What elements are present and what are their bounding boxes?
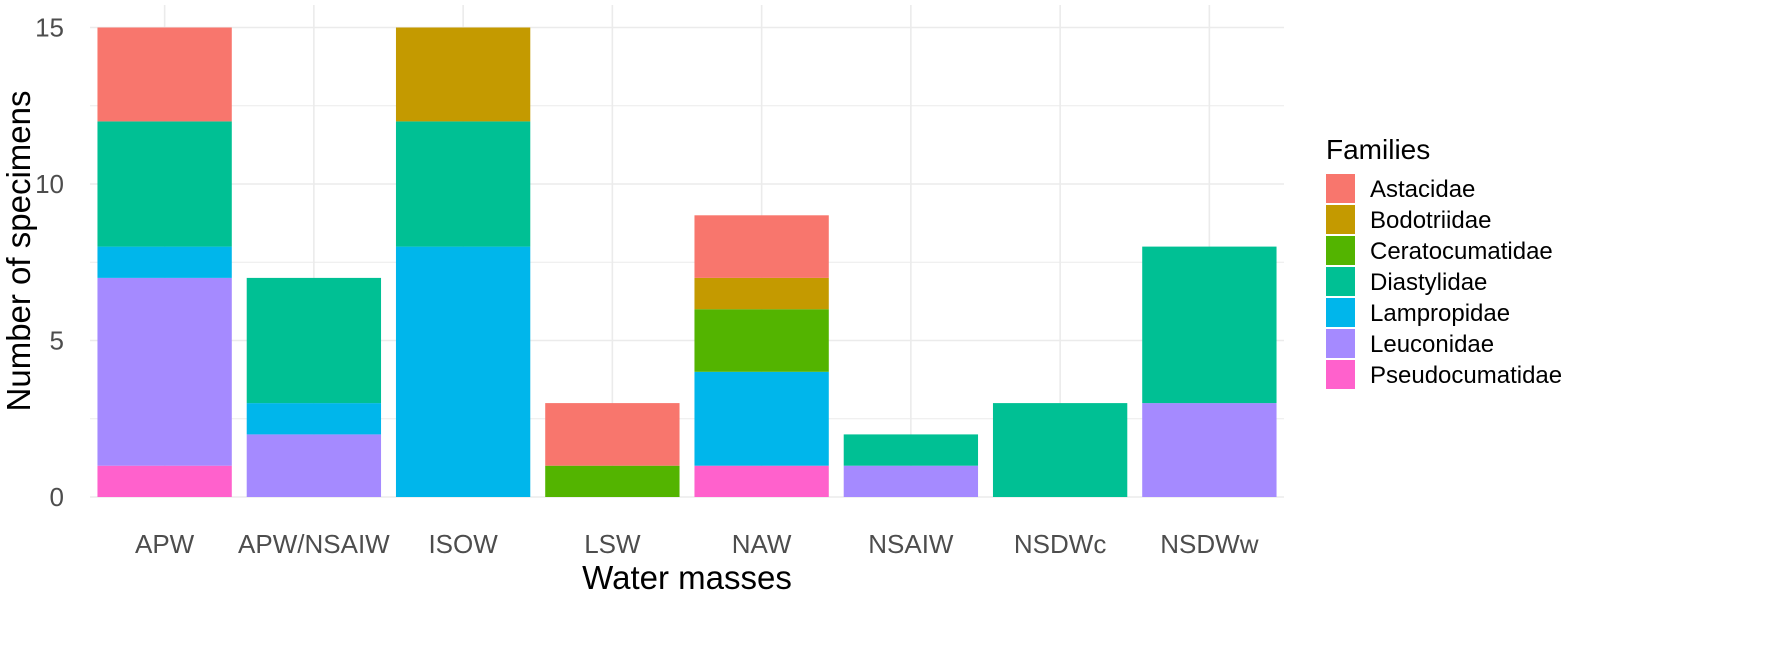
bar-segment-ceratocumatidae-naw xyxy=(694,309,829,372)
bar-segment-diastylidae-isow xyxy=(395,121,531,247)
bar-segment-lampropidae-isow xyxy=(395,246,531,497)
legend-label-astacidae: Astacidae xyxy=(1370,176,1475,203)
y-axis-title: Number of specimens xyxy=(0,91,37,412)
bar-segment-leuconidae-nsdww xyxy=(1142,403,1277,497)
legend-label-bodotriidae: Bodotriidae xyxy=(1370,207,1491,234)
x-tick-label: NSDWw xyxy=(1160,529,1258,559)
bar-segment-diastylidae-nsaiw xyxy=(843,434,979,466)
legend-label-lampropidae: Lampropidae xyxy=(1370,300,1510,327)
x-tick-label: NSAIW xyxy=(868,529,954,559)
bar-segment-bodotriidae-isow xyxy=(395,27,531,122)
bar-segment-pseudocumatidae-naw xyxy=(694,465,829,497)
x-axis-ticks: APW APW/NSAIW ISOW LSW NAW NSAIW NSDWc NSDWw xyxy=(135,529,1259,559)
x-tick-label: NSDWc xyxy=(1014,529,1106,559)
bar-segment-diastylidae-nsdwc xyxy=(992,403,1128,497)
legend-title: Families xyxy=(1326,134,1430,165)
bar-segment-astacidae-lsw xyxy=(545,403,680,466)
bar-segment-lampropidae-apw xyxy=(97,246,232,278)
bar-segment-pseudocumatidae-apw xyxy=(97,465,232,497)
legend-swatch-ceratocumatidae xyxy=(1326,236,1355,265)
legend-label-leuconidae: Leuconidae xyxy=(1370,331,1494,358)
y-tick-label: 10 xyxy=(35,169,64,199)
x-tick-label: ISOW xyxy=(428,529,498,559)
bar-segment-leuconidae-nsaiw xyxy=(843,465,979,497)
x-tick-label: LSW xyxy=(584,529,641,559)
x-axis-title: Water masses xyxy=(582,559,792,596)
x-tick-label: APW xyxy=(135,529,195,559)
legend-swatch-bodotriidae xyxy=(1326,205,1355,234)
y-axis-ticks: 0 5 10 15 xyxy=(35,13,64,513)
bar-segment-diastylidae-apw xyxy=(97,121,232,247)
bar-segment-lampropidae-naw xyxy=(694,371,829,466)
legend: Families Astacidae Bodotriidae Ceratocumat… xyxy=(1326,134,1562,389)
bar-segment-bodotriidae-naw xyxy=(694,277,829,310)
bar-segment-lampropidae-apw-nsaiw xyxy=(246,403,382,435)
y-tick-label: 15 xyxy=(35,13,64,43)
legend-label-ceratocumatidae: Ceratocumatidae xyxy=(1370,238,1553,265)
legend-swatch-lampropidae xyxy=(1326,298,1355,327)
bar-segment-diastylidae-apw-nsaiw xyxy=(246,277,382,404)
x-tick-label: NAW xyxy=(732,529,792,559)
y-tick-label: 0 xyxy=(50,482,64,512)
bar-segment-leuconidae-apw-nsaiw xyxy=(246,434,382,497)
legend-swatch-leuconidae xyxy=(1326,329,1355,358)
legend-label-pseudocumatidae: Pseudocumatidae xyxy=(1370,362,1562,389)
x-tick-label: APW/NSAIW xyxy=(238,529,390,559)
bar-segment-diastylidae-nsdww xyxy=(1142,246,1277,404)
bar-segment-astacidae-apw xyxy=(97,27,232,122)
legend-swatch-pseudocumatidae xyxy=(1326,360,1355,389)
y-tick-label: 5 xyxy=(50,326,64,356)
legend-label-diastylidae: Diastylidae xyxy=(1370,269,1487,296)
bar-segment-ceratocumatidae-lsw xyxy=(545,465,680,497)
legend-swatch-diastylidae xyxy=(1326,267,1355,296)
bar-segment-astacidae-naw xyxy=(694,215,829,278)
legend-swatch-astacidae xyxy=(1326,174,1355,203)
bars xyxy=(97,27,1277,497)
bar-segment-leuconidae-apw xyxy=(97,277,232,466)
